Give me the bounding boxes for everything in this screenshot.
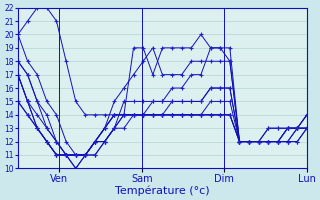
X-axis label: Température (°c): Température (°c) [115, 185, 210, 196]
